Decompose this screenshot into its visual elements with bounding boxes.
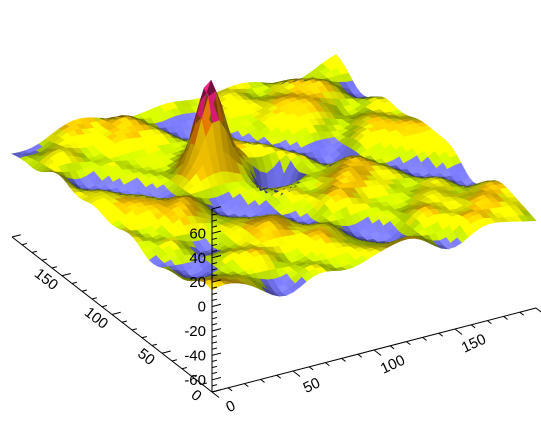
x-tick-label: 50 [301,374,323,396]
z-axis: -60 -40 -20 0 20 40 60 [184,206,222,393]
y-tick-label: 150 [31,265,61,294]
z-tick [211,286,218,289]
z-tick [211,292,218,295]
z-tick [211,279,222,283]
z-tick [211,352,222,356]
y-tick [81,289,87,292]
y-tick [201,382,207,385]
x-tick [211,391,220,398]
x-tick [373,349,382,356]
x-tick [308,366,314,371]
z-tick-label: 60 [189,225,206,242]
z-tick [211,347,218,350]
z-tick [211,254,222,259]
y-tick-label: 100 [81,304,111,333]
z-tick [211,262,218,265]
z-tick [211,249,218,253]
z-tick [211,323,218,326]
x-tick [406,341,411,346]
z-tick-label: 20 [189,274,206,291]
x-tick [292,370,301,377]
y-tick-label: 50 [134,345,158,369]
y-tick [191,374,197,377]
y-tick [111,311,121,315]
y-tick [51,266,57,269]
x-tick-label: 150 [459,331,489,357]
z-tick [211,371,218,375]
x-tick [389,345,395,350]
x-tick [422,337,427,341]
z-tick [211,384,218,387]
z-tick [211,243,218,247]
z-tick [211,206,222,210]
z-tick [211,268,218,271]
y-tick [141,336,147,339]
x-tick [260,379,265,383]
z-tick [211,365,218,369]
y-tick [91,297,97,300]
y-tick [41,258,47,261]
x-tick [341,358,346,362]
surface-facet [524,215,537,222]
x-axis: 0 50 100 150 [211,307,541,416]
z-tick [211,359,218,362]
y-tick [101,305,107,308]
x-tick [438,332,444,337]
x-tick [227,387,233,392]
x-tick [519,311,525,316]
x-tick-label: 0 [223,397,238,416]
z-tick [211,237,218,240]
z-tick [211,213,218,216]
y-tick [151,343,157,346]
x-tick [503,316,508,320]
z-tick [211,341,218,344]
z-tick [211,317,218,320]
z-tick-label: -20 [184,323,206,340]
y-tick [71,281,77,284]
z-tick [211,335,218,338]
x-tick [487,320,492,325]
y-tick [21,243,27,246]
z-tick [211,298,218,301]
y-tick-label: 0 [188,387,205,406]
surface-mesh [11,54,537,297]
x-tick [470,324,476,329]
z-tick [211,390,218,393]
z-tick-label: 0 [198,299,206,316]
z-tick [211,328,222,332]
y-tick [181,367,187,370]
z-tick [211,274,218,277]
y-tick [131,328,137,331]
z-tick-label: 40 [189,250,206,267]
x-tick [535,307,541,313]
y-tick [121,320,127,323]
z-tick [211,303,222,308]
z-tick-label: -40 [184,347,206,364]
x-tick-label: 100 [378,352,408,378]
x-tick [454,328,463,335]
z-tick-label: -60 [184,372,206,389]
z-tick [211,376,222,381]
y-tick [61,273,71,277]
x-tick [357,353,363,358]
z-tick [211,225,218,228]
y-tick [31,250,37,253]
x-tick [325,362,330,367]
y-tick [161,350,171,354]
z-tick [211,219,218,222]
z-tick [211,230,222,234]
z-tick [211,310,218,314]
y-tick [11,234,21,238]
x-tick [244,383,249,388]
y-tick [171,359,177,362]
x-tick [276,374,282,379]
